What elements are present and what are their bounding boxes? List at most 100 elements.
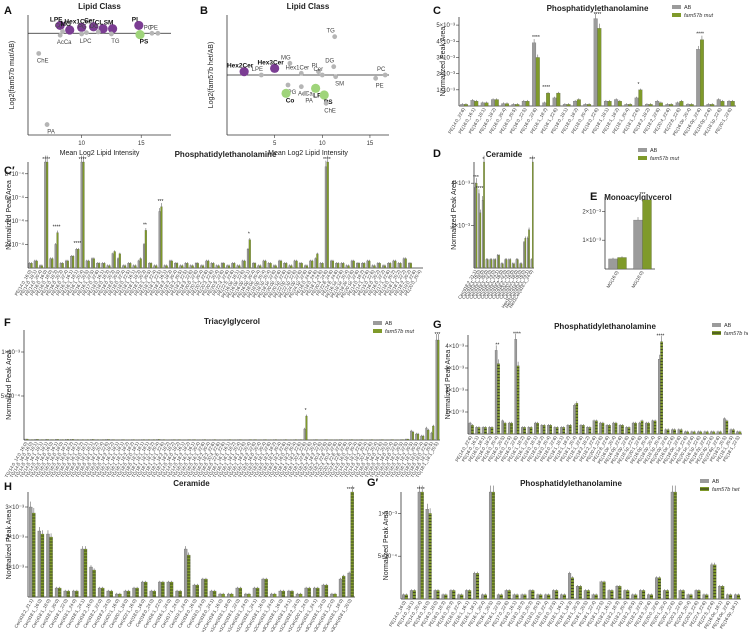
bar-ab bbox=[350, 260, 353, 269]
bar-ab bbox=[75, 249, 78, 269]
bar-mut bbox=[738, 431, 742, 435]
bar-mut bbox=[56, 232, 59, 269]
bar-ab bbox=[579, 425, 583, 435]
bar-ab bbox=[287, 590, 291, 598]
bar-ab bbox=[540, 425, 544, 435]
point-mg bbox=[65, 25, 75, 35]
bar-ab bbox=[244, 593, 248, 598]
bar-mut bbox=[468, 590, 472, 600]
panel-label: D bbox=[433, 148, 441, 160]
bar-ab bbox=[70, 439, 73, 441]
bar-mut bbox=[285, 263, 288, 269]
bar-ab bbox=[694, 590, 698, 600]
bar-ab bbox=[552, 590, 556, 600]
bar-ab bbox=[171, 439, 174, 441]
bar-ab bbox=[409, 590, 413, 600]
point-hex2cer bbox=[239, 67, 249, 77]
bar-ab bbox=[675, 102, 680, 107]
bar-mut bbox=[295, 260, 298, 269]
bar-ab bbox=[97, 587, 102, 598]
bar-mut bbox=[484, 427, 487, 435]
point-label: PE bbox=[150, 25, 158, 31]
bar-ab bbox=[670, 491, 674, 600]
bar-mut bbox=[528, 229, 530, 269]
bar-ab bbox=[313, 587, 317, 598]
legend-swatch bbox=[373, 321, 382, 325]
bar-ab bbox=[515, 259, 518, 269]
bar-ab bbox=[397, 263, 400, 269]
point-label: DG bbox=[90, 24, 99, 30]
chart-title: Ceramide bbox=[173, 479, 210, 488]
legend-swatch bbox=[373, 329, 382, 333]
x-tick-label: 15 bbox=[367, 141, 374, 147]
bar-mut bbox=[87, 439, 90, 441]
bar-ab bbox=[496, 255, 499, 269]
bar-mut bbox=[347, 265, 350, 269]
bar-ab bbox=[697, 431, 700, 435]
bar-ab bbox=[534, 422, 537, 435]
bar-ab bbox=[347, 572, 351, 598]
point-label: TG bbox=[327, 29, 336, 35]
bar-ab bbox=[392, 260, 395, 269]
bar-ab bbox=[237, 439, 240, 441]
bar-ab bbox=[507, 422, 511, 435]
point-pa bbox=[302, 90, 308, 96]
point-pc bbox=[382, 72, 388, 78]
point-co bbox=[281, 88, 291, 98]
point-cl bbox=[98, 24, 108, 34]
significance-star: * bbox=[638, 82, 640, 88]
bar-ab bbox=[246, 249, 249, 269]
significance-star: **** bbox=[542, 85, 550, 91]
bar-ab bbox=[179, 265, 182, 269]
bar-ab bbox=[272, 265, 275, 269]
bar-ab bbox=[85, 439, 88, 441]
bar-mut bbox=[642, 590, 646, 600]
bar-ab bbox=[101, 263, 104, 269]
bar-ab bbox=[514, 339, 518, 435]
bar-ab bbox=[29, 439, 32, 441]
bar-mut bbox=[597, 28, 602, 107]
bar-mut bbox=[77, 439, 80, 441]
point-label: LPE bbox=[252, 67, 263, 73]
bar-ab bbox=[161, 439, 164, 441]
legend-label: AB bbox=[650, 148, 658, 154]
bar-ab bbox=[319, 263, 322, 269]
bar-ab bbox=[267, 263, 270, 269]
bar-mut bbox=[503, 422, 507, 435]
bar-mut bbox=[523, 427, 526, 435]
bar-mut bbox=[628, 104, 633, 107]
bar-ab bbox=[252, 587, 257, 598]
y-tick-label: 1×10⁻³ bbox=[582, 238, 601, 244]
bar-ab bbox=[146, 439, 149, 441]
bar-mut bbox=[555, 427, 559, 435]
bar-ab bbox=[90, 258, 94, 269]
bar-ab bbox=[44, 161, 47, 269]
bar-ab bbox=[494, 350, 498, 435]
bar-mut bbox=[253, 263, 257, 269]
panel-label: H bbox=[4, 481, 12, 493]
bar-mut bbox=[274, 265, 277, 269]
bar-mut bbox=[173, 439, 176, 441]
bar-ab bbox=[603, 101, 608, 107]
significance-star: **** bbox=[417, 487, 425, 493]
bar-mut bbox=[214, 439, 217, 441]
bar-mut bbox=[102, 439, 105, 441]
bar-mut bbox=[352, 260, 355, 269]
bar-mut bbox=[436, 590, 440, 600]
chart-title: Lipid Class bbox=[78, 2, 121, 11]
bar-mut bbox=[406, 438, 409, 441]
bar-ab bbox=[662, 590, 666, 600]
bar-mut bbox=[300, 263, 303, 269]
bar-ab bbox=[231, 263, 234, 269]
bar-ab bbox=[257, 265, 260, 269]
bar-mut bbox=[160, 206, 163, 269]
point-che bbox=[36, 51, 42, 56]
bar-ab bbox=[420, 435, 423, 441]
significance-star: *** bbox=[158, 199, 164, 205]
bar-ab bbox=[226, 265, 229, 269]
bar-ab bbox=[631, 422, 635, 435]
bar-ab bbox=[105, 439, 108, 441]
bar-mut bbox=[247, 593, 251, 598]
bar-mut bbox=[617, 257, 627, 270]
